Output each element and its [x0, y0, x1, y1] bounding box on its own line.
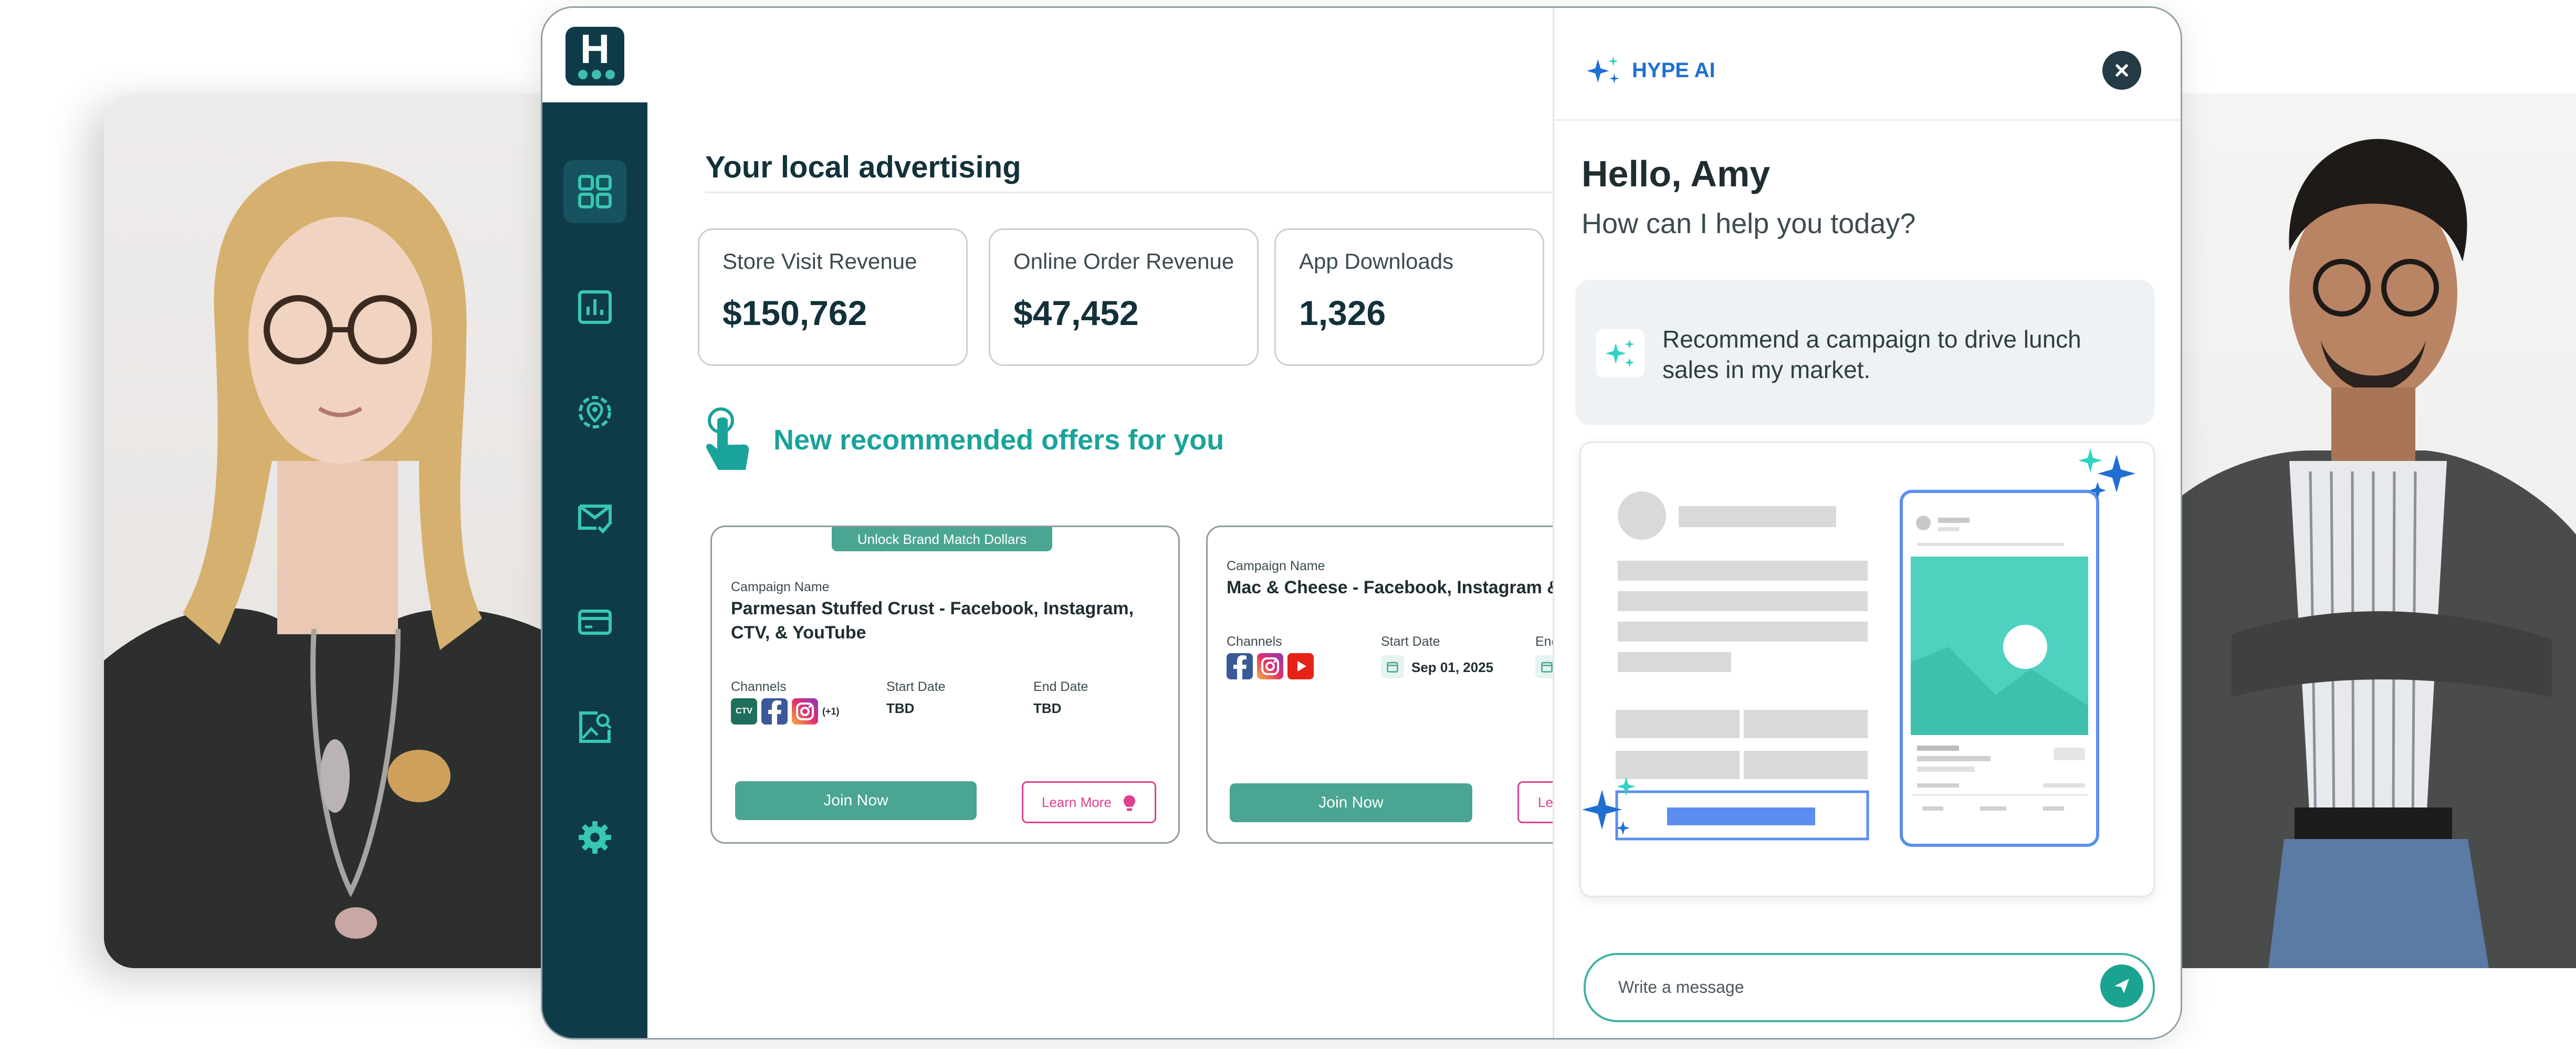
join-now-button[interactable]: Join Now — [1230, 783, 1472, 822]
start-date: TBD — [886, 700, 915, 716]
offer-card: Unlock Brand Match Dollars Campaign Name… — [710, 526, 1180, 844]
greeting-subtitle: How can I help you today? — [1582, 208, 1916, 239]
greeting: Hello, Amy — [1582, 153, 1771, 194]
main-content: Your local advertising Store Visit Reven… — [647, 102, 1572, 1038]
pointing-hand-icon — [706, 407, 749, 470]
dashboard-grid-icon — [578, 175, 612, 208]
channels-list — [1227, 653, 1314, 679]
app-logo[interactable]: H — [566, 27, 624, 86]
campaign-name-label: Campaign Name — [1227, 559, 1325, 573]
join-now-button[interactable]: Join Now — [735, 781, 977, 820]
sidebar-item-locations[interactable] — [563, 381, 626, 444]
person-photo-left — [104, 93, 577, 968]
prompt-text: Recommend a campaign to drive lunch sale… — [1662, 326, 2081, 383]
message-composer — [1584, 953, 2155, 1022]
end-date: TBD — [1033, 700, 1062, 716]
credit-card-icon — [578, 610, 612, 635]
learn-more-button[interactable]: Learn More — [1022, 781, 1156, 823]
image-search-icon — [579, 711, 612, 743]
campaign-name: Mac & Cheese - Facebook, Instagram & Y — [1227, 578, 1572, 597]
close-button[interactable] — [2102, 51, 2141, 90]
calendar-icon — [1381, 655, 1404, 678]
channels-label: Channels — [1227, 634, 1282, 649]
campaign-name-label: Campaign Name — [731, 580, 830, 594]
start-date-label: Start Date — [886, 679, 946, 694]
facebook-icon — [1227, 653, 1253, 679]
woman-illustration — [104, 161, 577, 968]
app-window: H — [541, 6, 2182, 1040]
ai-panel-header: HYPE AI — [1554, 8, 2181, 121]
send-button[interactable] — [2100, 964, 2143, 1008]
person-photo-right — [2153, 93, 2576, 968]
offer-tag: Unlock Brand Match Dollars — [832, 527, 1052, 551]
recommended-offers-title: New recommended offers for you — [773, 424, 1224, 456]
stat-card-app-downloads[interactable]: App Downloads 1,326 — [1274, 228, 1544, 366]
stat-value: $150,762 — [722, 293, 867, 332]
stat-label: Online Order Revenue — [1013, 249, 1234, 274]
page-title: Your local advertising — [705, 150, 1021, 184]
title-divider — [705, 192, 1572, 193]
learn-more-label: Le — [1538, 794, 1553, 810]
sidebar-item-billing[interactable] — [563, 591, 626, 654]
ad-preview-card — [1579, 442, 2155, 897]
sparkle-icon — [1596, 329, 1645, 377]
start-date: Sep 01, 2025 — [1411, 659, 1494, 675]
ctv-icon: CTV — [731, 698, 757, 725]
sidebar-item-settings[interactable] — [563, 806, 626, 869]
ai-brand: HYPE AI — [1583, 54, 1715, 87]
channels-label: Channels — [731, 679, 787, 694]
instagram-icon — [1257, 653, 1283, 679]
channels-list: CTV (+1) — [731, 698, 840, 725]
suggested-prompt[interactable]: Recommend a campaign to drive lunch sale… — [1575, 280, 2155, 425]
offer-card: Campaign Name Mac & Cheese - Facebook, I… — [1206, 526, 1572, 844]
sidebar-item-dashboard[interactable] — [563, 160, 626, 223]
ai-brand-name: HYPE AI — [1632, 58, 1715, 82]
start-date-label: Start Date — [1381, 634, 1440, 649]
stat-card-store-visit[interactable]: Store Visit Revenue $150,762 — [698, 228, 968, 366]
facebook-icon — [761, 698, 788, 725]
sidebar-item-messages[interactable] — [563, 486, 626, 549]
message-input[interactable] — [1617, 970, 2081, 1004]
youtube-icon — [1287, 653, 1314, 679]
channels-more: (+1) — [822, 706, 840, 717]
ad-preview-illustration — [1582, 448, 2135, 847]
learn-more-label: Learn More — [1041, 794, 1112, 810]
sidebar-item-analytics[interactable] — [563, 276, 626, 339]
stat-label: App Downloads — [1299, 249, 1454, 274]
stat-value: $47,452 — [1013, 293, 1139, 332]
send-icon — [2114, 979, 2129, 993]
sparkle-icon — [1587, 56, 1619, 84]
stat-card-online-order[interactable]: Online Order Revenue $47,452 — [989, 228, 1259, 366]
instagram-icon — [792, 698, 818, 725]
mail-check-icon — [578, 505, 613, 534]
lightbulb-icon — [1124, 795, 1136, 811]
campaign-name: Parmesan Stuffed Crust - Facebook, Insta… — [731, 599, 1134, 643]
end-date-label: End Date — [1033, 679, 1088, 694]
logo-dots — [578, 70, 615, 79]
logo-letter: H — [580, 26, 610, 72]
sidebar-item-creative[interactable] — [563, 696, 626, 759]
gear-icon — [579, 821, 611, 854]
stat-value: 1,326 — [1299, 293, 1386, 332]
sidebar — [542, 102, 647, 1038]
man-illustration — [2153, 139, 2576, 968]
ai-assistant-panel: HYPE AI Hello, Amy How can I help you to… — [1553, 8, 2181, 1038]
close-icon — [2116, 64, 2128, 77]
stat-label: Store Visit Revenue — [722, 249, 917, 274]
location-pin-icon — [579, 396, 611, 428]
bar-chart-icon — [578, 290, 612, 324]
